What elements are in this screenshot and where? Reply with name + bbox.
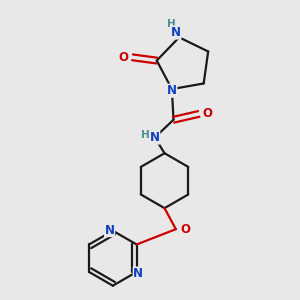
Text: O: O bbox=[203, 107, 213, 120]
Text: N: N bbox=[105, 224, 115, 237]
Text: N: N bbox=[133, 267, 143, 280]
Text: H: H bbox=[141, 130, 149, 140]
Text: N: N bbox=[167, 84, 177, 97]
Text: O: O bbox=[118, 51, 128, 64]
Text: O: O bbox=[180, 223, 190, 236]
Text: N: N bbox=[171, 26, 181, 39]
Text: N: N bbox=[150, 131, 160, 144]
Text: H: H bbox=[167, 20, 176, 29]
